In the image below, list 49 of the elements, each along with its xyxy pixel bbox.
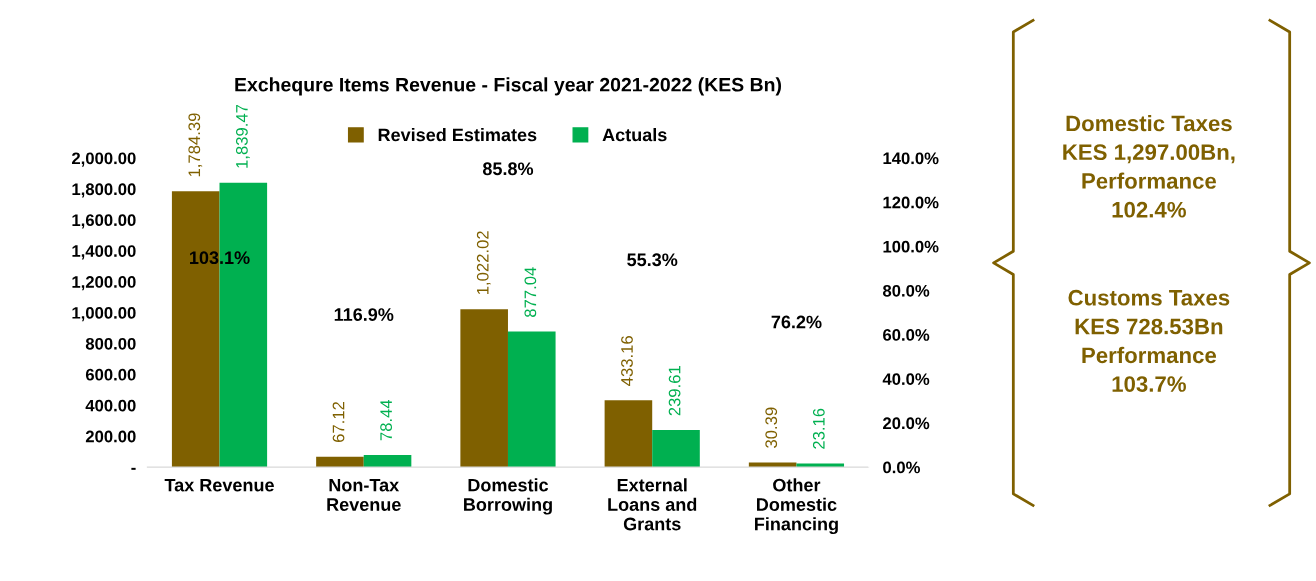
data-label: 23.16	[812, 408, 825, 449]
x-tick-label: Tax Revenue	[164, 478, 274, 492]
y-tick-label: 600.00	[85, 368, 136, 381]
legend-label: Actuals	[602, 128, 667, 142]
data-label: 1,784.39	[188, 113, 203, 177]
bar	[652, 430, 700, 468]
y2-tick-label: 0.0%	[883, 461, 920, 474]
data-label: 877.04	[524, 267, 537, 317]
bar	[460, 309, 508, 468]
y-tick-label: -	[131, 467, 136, 470]
y2-tick-label: 40.0%	[882, 373, 930, 386]
y-tick-label: 400.00	[85, 399, 136, 412]
chart-title: Exchequre Items Revenue - Fiscal year 2021-2022 (KES Bn)	[235, 77, 781, 96]
bar	[507, 331, 556, 468]
y-tick-label: 800.00	[85, 337, 136, 350]
annotation: 116.9%	[334, 308, 394, 321]
data-label: 30.39	[765, 407, 778, 448]
annotation: 85.8%	[482, 162, 534, 176]
data-label: 1,839.47	[235, 104, 250, 168]
y2-tick-label: 60.0%	[883, 329, 930, 341]
data-label: 1,022.02	[476, 231, 491, 295]
y-tick-label: 2,000.00	[71, 152, 136, 167]
bar	[363, 455, 412, 468]
y-tick-label: 1,200.00	[72, 276, 136, 291]
data-label: 78.44	[380, 399, 393, 441]
annotation: 76.2%	[771, 315, 822, 329]
text: Domestic Taxes KES 1,297.00Bn, Performance 102.4%	[1063, 114, 1235, 218]
y2-tick-label: 20.0%	[883, 417, 930, 430]
annotation: 55.3%	[627, 253, 678, 267]
y2-tick-label: 120.0%	[883, 196, 939, 209]
y-tick-label: 1,600.00	[72, 214, 136, 229]
x-tick-label: Domestic Borrowing	[464, 478, 552, 515]
x-tick-label: Other Domestic Financing	[755, 478, 838, 535]
y-tick-label: 1,400.00	[72, 245, 136, 260]
x-tick-label: External Loans and Grants	[608, 478, 697, 531]
data-label: 239.61	[668, 366, 681, 416]
legend-label: Revised Estimates	[378, 128, 537, 142]
x-tick-label: Non-Tax Revenue	[327, 478, 401, 511]
y2-tick-label: 100.0%	[883, 240, 939, 253]
y-tick-label: 200.00	[85, 430, 136, 443]
y2-tick-label: 80.0%	[882, 284, 930, 297]
text: Customs Taxes KES 728.53Bn Performance 103.7%	[1068, 289, 1230, 392]
data-label: 433.16	[621, 336, 633, 386]
y-tick-label: 1,800.00	[72, 183, 136, 198]
y-tick-label: 1,000.00	[72, 306, 136, 322]
y2-tick-label: 140.0%	[883, 152, 939, 165]
data-label: 67.12	[332, 401, 345, 443]
annotation: 103.1%	[190, 251, 250, 265]
bar	[604, 400, 653, 468]
